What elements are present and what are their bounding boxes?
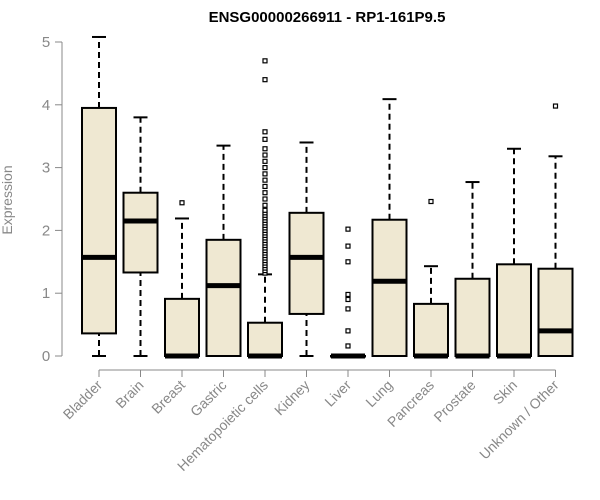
y-axis-label: Expression [0,165,15,234]
x-tick-label: Bladder [60,377,106,423]
box-lung [371,98,408,357]
outlier-point [262,196,268,202]
y-tick-label: 4 [42,97,50,114]
outlier-point [262,158,268,164]
box [205,238,242,358]
outlier-point [345,296,351,303]
box [164,297,200,357]
x-tick-label: Unknown / Other [476,377,562,463]
outlier-point [428,198,434,205]
y-tick-label: 1 [42,285,50,302]
outlier-point [262,171,268,177]
box [496,263,532,358]
box [537,267,574,358]
outlier-point [262,207,268,213]
boxes [81,35,574,359]
outlier-point [345,328,351,334]
outlier-point [345,226,351,232]
y-tick-label: 5 [42,34,50,51]
box-unknown-other [537,103,574,358]
outlier-point [345,343,351,349]
chart-title: ENSG00000266911 - RP1-161P9.5 [209,9,446,26]
box-prostate [454,181,491,359]
box-gastric [205,144,242,358]
box [454,277,491,358]
outlier-point [262,152,268,158]
outlier-point [552,103,559,109]
x-tick-label: Skin [490,377,521,408]
x-tick-label: Brain [112,377,146,411]
box [371,218,408,357]
box [81,106,117,335]
box-pancreas [413,198,449,359]
outlier-point [262,77,268,83]
y-axis: 0 1 2 3 4 5 [42,34,63,365]
outlier-point [262,183,268,190]
box-bladder [81,35,117,357]
outlier-point [262,146,268,152]
outlier-point [345,243,351,249]
outlier-point [262,58,268,64]
box [288,211,325,315]
outlier-point [345,291,351,298]
y-tick-label: 0 [42,348,50,365]
outlier-point [345,259,351,265]
box-skin [496,147,532,359]
outlier-point [262,190,268,196]
outlier-point [345,306,351,312]
y-tick-label: 3 [42,160,50,177]
box-breast [164,200,200,359]
box [413,302,449,358]
outlier-point [262,136,268,142]
x-tick-label: Liver [321,377,354,410]
x-tick-label: Kidney [271,377,313,419]
box [247,321,283,358]
box [122,191,159,274]
x-tick-label: Breast [148,377,188,417]
x-tick-label: Lung [362,377,395,410]
outlier-point [262,202,268,208]
x-tick-label: Prostate [430,377,478,425]
outlier-point [262,165,268,171]
box-brain [122,116,159,357]
y-tick-label: 2 [42,222,50,239]
outlier-point [262,177,268,183]
outlier-point [262,129,268,135]
box-kidney [288,141,325,357]
box-hematopoietic-cells [247,58,283,359]
outlier-point [179,200,185,206]
box-liver [330,226,366,359]
